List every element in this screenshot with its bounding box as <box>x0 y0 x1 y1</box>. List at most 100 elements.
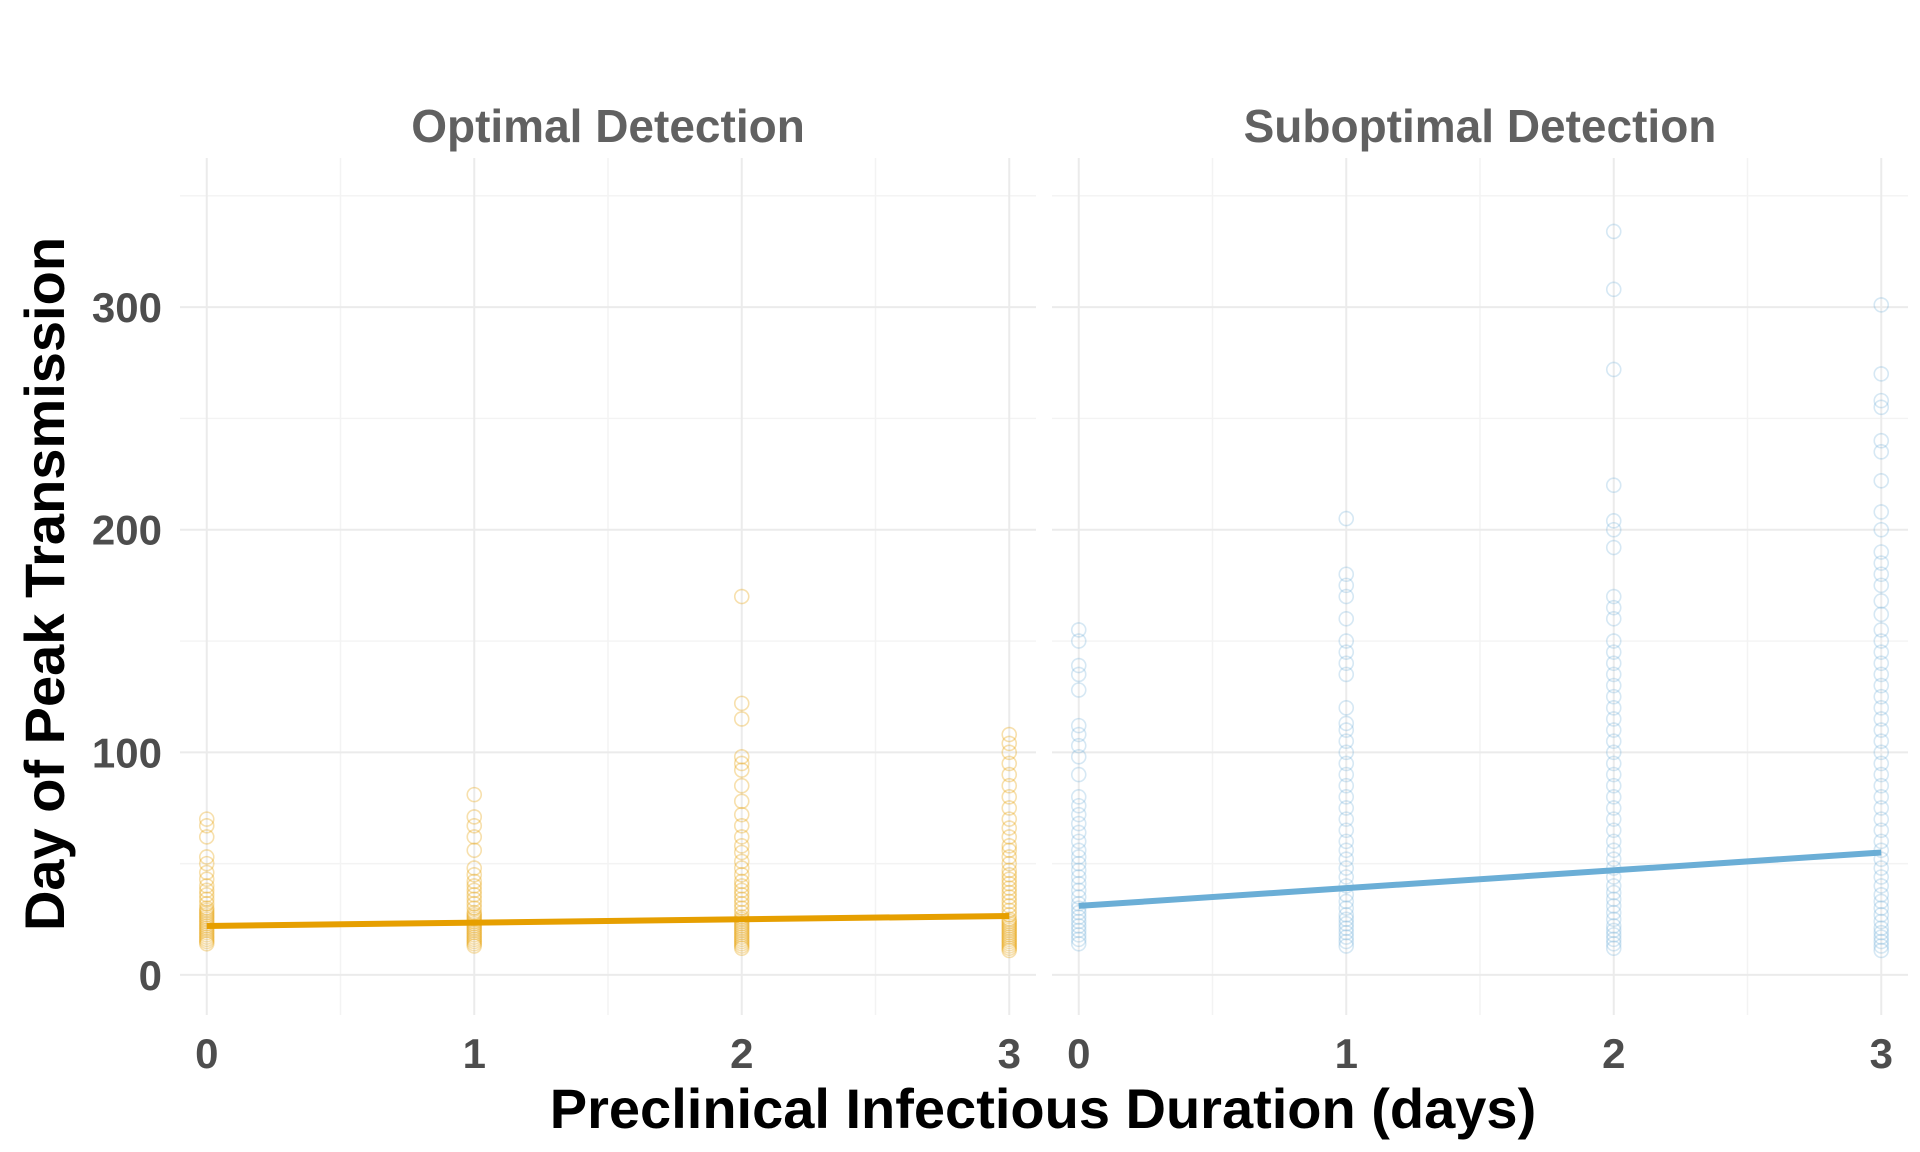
data-point <box>198 878 215 894</box>
data-point <box>1001 933 1018 950</box>
data-point <box>1873 929 1890 945</box>
data-point <box>1605 911 1622 928</box>
data-point <box>1605 878 1622 894</box>
points-group <box>1070 223 1890 959</box>
x-tick-label: 1 <box>463 1030 486 1077</box>
data-point <box>1873 622 1890 638</box>
data-point <box>1338 577 1355 594</box>
data-point <box>1001 913 1018 930</box>
data-point <box>1001 880 1018 896</box>
data-point <box>1001 726 1018 743</box>
data-point <box>1605 477 1622 494</box>
data-point <box>198 811 215 827</box>
data-point <box>1873 878 1890 894</box>
data-point <box>1338 722 1355 738</box>
data-point <box>1873 942 1890 959</box>
points-group <box>198 588 1018 959</box>
data-point <box>466 929 483 945</box>
data-point <box>1338 588 1355 605</box>
data-point <box>1605 935 1622 952</box>
data-point <box>1873 555 1890 571</box>
data-point <box>1001 866 1018 883</box>
x-tick-label: 0 <box>195 1030 218 1077</box>
data-point <box>1873 366 1890 382</box>
data-point <box>733 900 750 916</box>
data-point <box>1873 733 1890 750</box>
data-point <box>1001 924 1018 941</box>
data-point <box>1070 882 1087 899</box>
data-point <box>1873 544 1890 560</box>
data-point <box>1070 748 1087 765</box>
data-point <box>466 817 483 834</box>
data-point <box>1070 633 1087 649</box>
data-point <box>1873 744 1890 761</box>
data-point <box>1001 927 1018 943</box>
data-point <box>1338 755 1355 772</box>
data-point <box>1605 655 1622 672</box>
data-point <box>733 853 750 870</box>
facet-title: Suboptimal Detection <box>1244 100 1717 152</box>
data-point <box>466 927 483 943</box>
data-point <box>1070 875 1087 892</box>
data-point <box>1873 722 1890 738</box>
data-point <box>1338 842 1355 859</box>
data-point <box>733 933 750 950</box>
data-point <box>1873 851 1890 867</box>
data-point <box>1873 755 1890 772</box>
data-point <box>1070 842 1087 859</box>
data-point <box>733 793 750 810</box>
data-point <box>1605 223 1622 240</box>
data-point <box>1001 789 1018 805</box>
data-point <box>733 777 750 794</box>
data-point <box>1070 682 1087 698</box>
x-tick-label: 2 <box>730 1030 753 1077</box>
data-point <box>1605 677 1622 694</box>
data-point <box>733 895 750 912</box>
data-point <box>1873 444 1890 460</box>
data-point <box>1605 733 1622 750</box>
data-point <box>1873 777 1890 794</box>
data-point <box>1001 755 1018 772</box>
data-point <box>1070 657 1087 674</box>
data-point <box>1605 633 1622 649</box>
data-point <box>1338 744 1355 761</box>
y-tick-label: 100 <box>92 729 162 776</box>
data-point <box>1873 577 1890 594</box>
data-point <box>1873 900 1890 916</box>
data-point <box>1338 655 1355 672</box>
y-tick-label: 200 <box>92 507 162 554</box>
data-point <box>1605 666 1622 683</box>
data-point <box>733 878 750 894</box>
data-point <box>733 931 750 948</box>
data-point <box>1338 777 1355 794</box>
data-point <box>1873 920 1890 936</box>
data-point <box>1338 715 1355 732</box>
data-point <box>466 935 483 952</box>
data-point <box>198 907 215 923</box>
x-axis-title: Preclinical Infectious Duration (days) <box>550 1077 1536 1140</box>
x-tick-label: 3 <box>1870 1030 1893 1077</box>
data-point <box>1873 392 1890 409</box>
data-point <box>1001 820 1018 836</box>
data-point <box>1605 755 1622 772</box>
data-point <box>733 695 750 712</box>
data-point <box>1338 938 1355 954</box>
data-point <box>1605 842 1622 859</box>
data-point <box>1001 938 1018 954</box>
data-point <box>1605 931 1622 948</box>
data-point <box>1338 911 1355 928</box>
data-point <box>1873 907 1890 923</box>
data-point <box>1338 933 1355 950</box>
data-point <box>198 902 215 919</box>
data-point <box>1873 766 1890 783</box>
data-point <box>1001 766 1018 783</box>
data-point <box>1605 940 1622 957</box>
data-point <box>1070 931 1087 948</box>
data-point <box>1605 922 1622 939</box>
data-point <box>733 922 750 939</box>
data-point <box>198 895 215 912</box>
data-point <box>1873 938 1890 954</box>
trend-line <box>206 912 1010 929</box>
data-point <box>1338 924 1355 941</box>
